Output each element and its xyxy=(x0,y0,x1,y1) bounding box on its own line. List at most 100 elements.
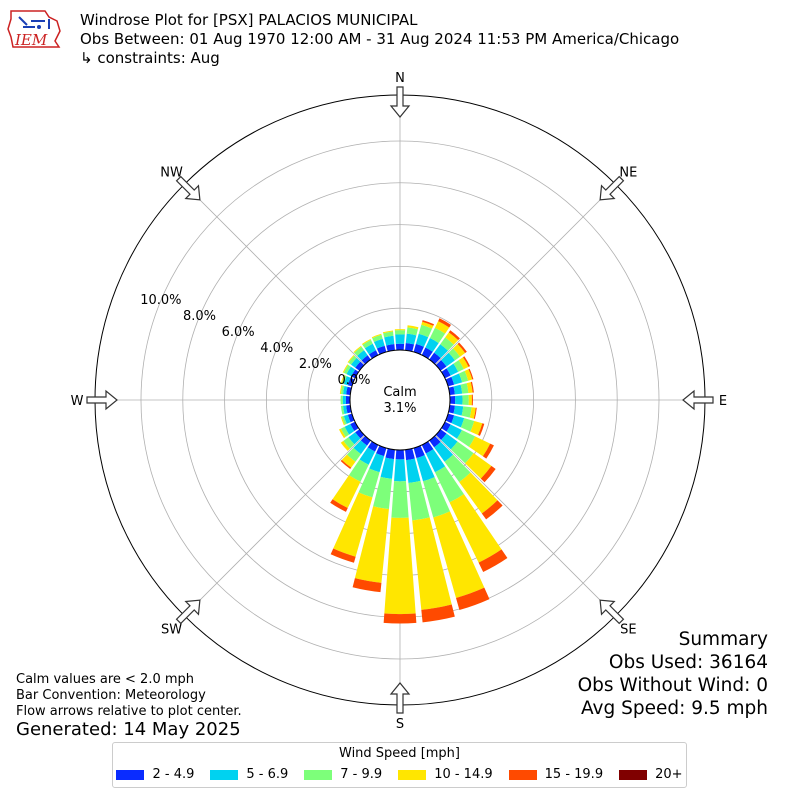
calm-note: Calm values are < 2.0 mph xyxy=(16,672,195,687)
legend-swatch xyxy=(210,769,239,780)
windrose-bar xyxy=(372,334,383,343)
windrose-bar xyxy=(408,480,430,521)
header: Windrose Plot for [PSX] PALACIOS MUNICIP… xyxy=(80,11,679,68)
windrose-bar xyxy=(440,337,454,351)
windrose-bar xyxy=(346,447,361,462)
windrose-bar xyxy=(425,338,439,352)
flow-arrow-icon xyxy=(599,599,625,625)
windrose-bar xyxy=(455,395,463,405)
windrose-bar xyxy=(382,330,394,334)
radial-tick-label: 2.0% xyxy=(299,357,332,372)
windrose-bar xyxy=(332,475,361,509)
windrose-bar xyxy=(450,441,474,464)
calm-label: Calm xyxy=(383,385,416,400)
windrose-bar xyxy=(373,338,385,349)
windrose-bar xyxy=(343,414,351,424)
radial-tick-label: 10.0% xyxy=(140,293,181,308)
windrose-bar xyxy=(360,435,371,446)
windrose-bar xyxy=(434,321,450,334)
windrose-bar xyxy=(342,405,348,415)
windrose-bar xyxy=(348,459,369,482)
windrose-bar xyxy=(446,363,459,376)
windrose-bar xyxy=(468,394,472,406)
windrose-bar xyxy=(341,454,356,468)
windrose-bar xyxy=(470,421,483,436)
windrose-bar xyxy=(357,350,368,361)
obs-period: Obs Between: 01 Aug 1970 12:00 AM - 31 A… xyxy=(80,30,680,48)
windrose-bar xyxy=(384,517,416,615)
legend-item: 20+ xyxy=(619,767,683,782)
grid-spoke xyxy=(184,184,365,365)
logo-text: IEM xyxy=(14,31,48,49)
windrose-bar xyxy=(434,466,464,503)
windrose-bar xyxy=(394,330,406,335)
bar-convention: Bar Convention: Meteorology xyxy=(16,688,206,703)
windrose-bar xyxy=(340,459,352,470)
windrose-bar xyxy=(448,348,461,361)
windrose-bar xyxy=(456,587,490,611)
windrose-bar xyxy=(421,604,455,623)
windrose-bar xyxy=(359,447,376,465)
windrose-bar xyxy=(351,369,359,379)
windrose-bar xyxy=(385,448,395,460)
windrose-bar xyxy=(482,443,494,459)
windrose-bar xyxy=(391,481,409,518)
windrose-bar xyxy=(445,332,459,345)
windrose-bar xyxy=(434,344,448,359)
windrose-bar xyxy=(407,325,419,330)
windrose-bar xyxy=(469,436,491,457)
generated-date: Generated: 14 May 2025 xyxy=(16,719,241,740)
windrose-bar xyxy=(341,415,347,425)
windrose-bar xyxy=(344,424,355,435)
windrose-bar xyxy=(346,366,356,377)
windrose-bar xyxy=(425,449,446,473)
windrose-bar xyxy=(342,385,348,395)
windrose-bar xyxy=(361,338,371,345)
windrose-bar xyxy=(448,386,455,395)
windrose-bar xyxy=(459,472,498,514)
windrose-bar xyxy=(441,421,451,432)
radial-tick-label: 0.0% xyxy=(337,373,370,388)
legend-swatch xyxy=(304,769,333,780)
direction-label: E xyxy=(719,394,727,409)
windrose-bar xyxy=(405,448,415,461)
windrose-bar xyxy=(458,370,469,383)
windrose-bar xyxy=(383,613,417,624)
windrose-bar xyxy=(340,395,343,405)
legend-item: 5 - 6.9 xyxy=(210,767,288,782)
summary-title: Summary xyxy=(678,629,768,650)
windrose-bar xyxy=(460,383,469,394)
windrose-bar xyxy=(394,459,406,482)
windrose-bar xyxy=(453,360,464,372)
legend-swatch xyxy=(116,769,145,780)
flow-arrow-icon xyxy=(86,389,118,411)
windrose-bar xyxy=(345,396,351,404)
legend-item: 10 - 14.9 xyxy=(398,767,493,782)
windrose-bar xyxy=(342,364,349,373)
windrose-bar xyxy=(478,423,485,436)
obs-without-wind: Obs Without Wind: 0 xyxy=(577,675,768,696)
windrose-bar xyxy=(451,415,465,428)
notes: Calm values are < 2.0 mph Bar Convention… xyxy=(16,672,242,720)
windrose-bar xyxy=(478,549,508,573)
windrose-bar xyxy=(416,455,435,482)
windrose-bar xyxy=(347,354,355,363)
windrose-bar xyxy=(421,321,434,329)
windrose-bar xyxy=(415,333,429,347)
radial-tick-label: 6.0% xyxy=(222,325,255,340)
windrose-bar xyxy=(433,511,485,598)
windrose-bar xyxy=(434,441,454,462)
windrose-bar xyxy=(340,416,345,426)
windrose-bar xyxy=(423,477,451,518)
windrose-bar xyxy=(444,454,471,483)
windrose-bar xyxy=(422,320,435,326)
windrose-bar xyxy=(348,432,361,445)
windrose-bar xyxy=(338,428,346,439)
flow-arrow-icon xyxy=(175,599,201,625)
calm-circle xyxy=(349,349,451,451)
windrose-bar xyxy=(358,468,380,498)
grid-spoke xyxy=(184,435,365,616)
windrose-bar xyxy=(380,457,394,479)
windrose-bar xyxy=(354,346,365,356)
legend-label: 7 - 9.9 xyxy=(340,767,383,782)
